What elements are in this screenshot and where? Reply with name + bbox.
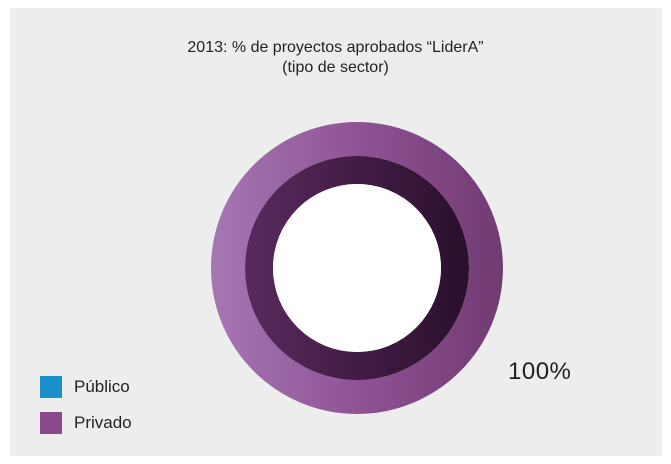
legend-swatch-privado [40,412,62,434]
legend-label-publico: Público [74,377,130,396]
legend-label-privado: Privado [74,413,132,432]
chart-title-line2: (tipo de sector) [282,59,389,76]
legend-item-privado: Privado [40,412,132,434]
donut-hole [273,184,441,352]
chart-title-line1: 2013: % de proyectos aprobados “LiderA” [187,39,484,56]
legend-item-publico: Público [40,376,132,398]
data-label-privado: 100% [508,358,572,385]
legend-swatch-publico [40,376,62,398]
legend: Público Privado [40,376,132,448]
